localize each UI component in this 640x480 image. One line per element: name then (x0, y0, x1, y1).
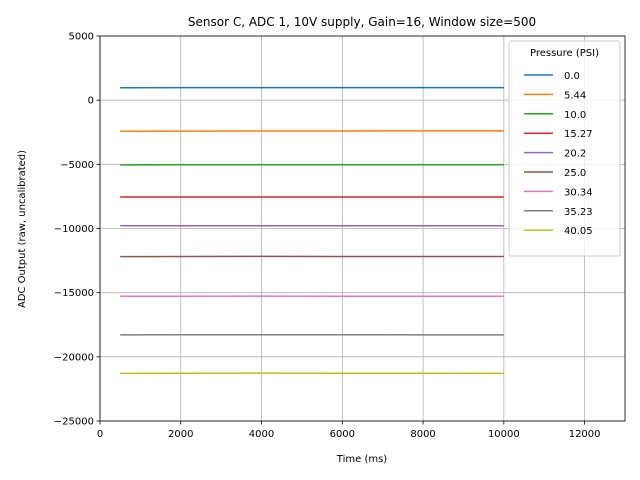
x-tick-label: 6000 (330, 429, 355, 440)
y-tick-label: −25000 (54, 417, 94, 428)
y-tick-label: −5000 (60, 160, 94, 171)
legend-entry: 40.05 (564, 226, 593, 237)
y-tick-label: −10000 (54, 224, 94, 235)
x-axis: 0 2000 4000 6000 8000 10000 12000 (97, 421, 601, 440)
x-tick-label: 0 (97, 429, 103, 440)
legend-entry: 15.27 (564, 129, 593, 140)
y-tick-label: 0 (88, 96, 94, 107)
series-lines (120, 86, 504, 375)
y-tick-label: −20000 (54, 352, 94, 363)
legend-entry: 25.0 (564, 168, 586, 179)
x-axis-label: Time (ms) (336, 454, 388, 465)
y-axis: −25000 −20000 −15000 −10000 −5000 0 5000 (54, 32, 100, 428)
legend-entry: 10.0 (564, 110, 586, 121)
chart-title: Sensor C, ADC 1, 10V supply, Gain=16, Wi… (188, 15, 536, 29)
x-tick-label: 12000 (569, 429, 601, 440)
y-axis-label: ADC Output (raw, uncalibrated) (17, 150, 28, 308)
x-tick-label: 8000 (410, 429, 435, 440)
legend-entry: 0.0 (564, 71, 580, 82)
legend: Pressure (PSI) 0.0 5.44 10.0 15.27 20.2 25.0 3… (508, 40, 621, 257)
x-tick-label: 10000 (488, 429, 520, 440)
x-tick-label: 2000 (168, 429, 193, 440)
legend-title: Pressure (PSI) (530, 48, 599, 59)
y-tick-label: 5000 (69, 32, 94, 43)
y-tick-label: −15000 (54, 288, 94, 299)
x-tick-label: 4000 (249, 429, 274, 440)
legend-entry: 20.2 (564, 149, 586, 160)
legend-entry: 30.34 (564, 187, 593, 198)
legend-entry: 35.23 (564, 207, 593, 218)
legend-entry: 5.44 (564, 90, 586, 101)
